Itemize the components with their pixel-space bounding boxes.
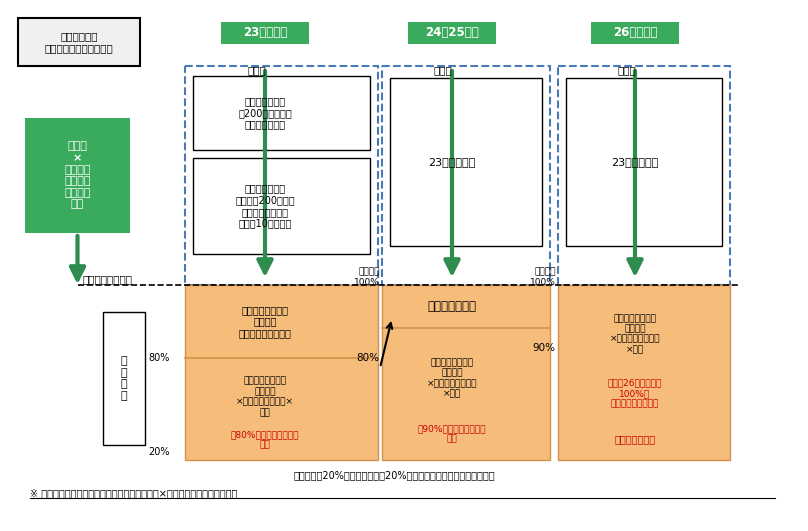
Text: 24・25年度: 24・25年度: [425, 27, 479, 39]
Text: 評価額: 評価額: [617, 65, 636, 75]
Text: 20%: 20%: [148, 447, 170, 457]
Text: 小規模住宅用地
（200㎡まで）の
特例（１／６）: 小規模住宅用地 （200㎡まで）の 特例（１／６）: [238, 97, 292, 130]
Bar: [221, 22, 309, 44]
Bar: [103, 312, 145, 445]
Bar: [382, 66, 550, 285]
Text: 前年度課税標準額
＋評価額
×住宅用地等の特例
×５％: 前年度課税標準額 ＋評価額 ×住宅用地等の特例 ×５％: [427, 358, 478, 398]
Text: 評価額: 評価額: [434, 65, 452, 75]
Bar: [185, 285, 378, 460]
Bar: [390, 78, 542, 246]
Bar: [185, 66, 378, 285]
Text: 23年度と同様: 23年度と同様: [612, 157, 659, 167]
Text: 23年度と同様: 23年度と同様: [428, 157, 476, 167]
Text: （90%に達するまで引上
げ）: （90%に達するまで引上 げ）: [418, 424, 486, 443]
Bar: [18, 18, 140, 66]
Bar: [382, 285, 550, 460]
Text: 80%: 80%: [356, 353, 379, 363]
Text: 23年度まで: 23年度まで: [243, 27, 287, 39]
Text: 前年度課税標準額
＋評価額
×住宅用地等の特例×
５％: 前年度課税標準額 ＋評価額 ×住宅用地等の特例× ５％: [236, 376, 294, 417]
Text: 住宅用地等の
負担調整措置のイメージ: 住宅用地等の 負担調整措置のイメージ: [44, 31, 113, 53]
Text: 据置き特例適用: 据置き特例適用: [427, 300, 477, 313]
Text: 本来の課税標準額: 本来の課税標準額: [82, 274, 133, 284]
Bar: [408, 22, 496, 44]
Text: ※ 負担水準とは、前年度課税標準額／（評価額×住宅用地の特例率）です。: ※ 負担水準とは、前年度課税標準額／（評価額×住宅用地の特例率）です。: [30, 488, 238, 498]
Bar: [558, 285, 730, 460]
Text: 90%: 90%: [532, 343, 555, 353]
Text: 負担水準
100%: 負担水準 100%: [354, 267, 380, 287]
Text: 据置き特例なし: 据置き特例なし: [614, 434, 655, 444]
Text: 負担水準が20%未満の場合は、20%相当額が課税標準額となります。: 負担水準が20%未満の場合は、20%相当額が課税標準額となります。: [293, 470, 494, 480]
Bar: [566, 78, 722, 246]
Text: 評価額: 評価額: [247, 65, 266, 75]
Bar: [558, 66, 730, 285]
Text: （平成26年度以降は
100%に
達するまで引上げ）: （平成26年度以降は 100%に 達するまで引上げ）: [608, 379, 663, 408]
Bar: [25, 118, 130, 233]
Text: 80%: 80%: [148, 353, 170, 363]
Text: 負担水準
100%: 負担水準 100%: [530, 267, 556, 287]
Bar: [591, 22, 679, 44]
Text: （80%に達するまで引上
げ）: （80%に達するまで引上 げ）: [231, 430, 299, 449]
Text: 前年度課税標準額
に据置き
（据置き特例適用）: 前年度課税標準額 に据置き （据置き特例適用）: [238, 305, 292, 338]
Text: 評価額
×
住宅用地
等の課税
標準額の
特例: 評価額 × 住宅用地 等の課税 標準額の 特例: [65, 141, 90, 210]
Text: 前年度課税標準額
＋評価額
×住宅用地等の特例
×５％: 前年度課税標準額 ＋評価額 ×住宅用地等の特例 ×５％: [610, 314, 660, 354]
Text: 一般住宅用地は
１／３（200㎡を超
える部分で家屋床
面積の10倍まで）: 一般住宅用地は １／３（200㎡を超 える部分で家屋床 面積の10倍まで）: [235, 184, 295, 228]
Bar: [193, 76, 370, 150]
Bar: [193, 158, 370, 254]
Text: 負
担
水
準: 負 担 水 準: [120, 356, 128, 401]
Text: 26年度以降: 26年度以降: [612, 27, 657, 39]
